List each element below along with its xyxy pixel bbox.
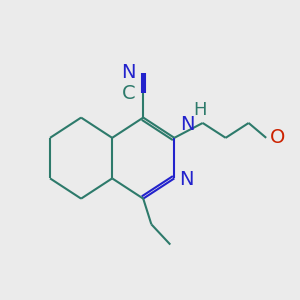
Text: N: N <box>179 170 194 189</box>
Text: N: N <box>180 115 195 134</box>
Text: C: C <box>122 84 136 103</box>
Text: H: H <box>193 101 207 119</box>
Text: N: N <box>121 64 136 83</box>
Text: O: O <box>269 128 285 147</box>
